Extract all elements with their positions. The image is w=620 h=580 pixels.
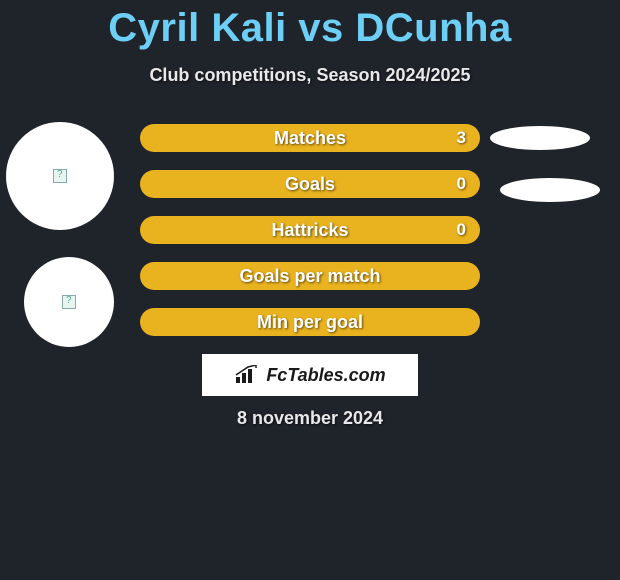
chart-icon: [234, 365, 260, 385]
side-pill-1: [490, 126, 590, 150]
side-pill-2: [500, 178, 600, 202]
player-2-avatar: [24, 257, 114, 347]
branding-box: FcTables.com: [202, 354, 418, 396]
broken-image-icon: [53, 169, 67, 183]
page-subtitle: Club competitions, Season 2024/2025: [0, 65, 620, 86]
broken-image-icon: [62, 295, 76, 309]
stat-value: 3: [457, 128, 466, 148]
stat-value: 0: [457, 174, 466, 194]
stat-label: Hattricks: [271, 220, 348, 241]
footer-date: 8 november 2024: [0, 408, 620, 429]
stat-value: 0: [457, 220, 466, 240]
stat-label: Goals per match: [239, 266, 380, 287]
stat-bars: Matches 3 Goals 0 Hattricks 0 Goals per …: [140, 124, 480, 354]
stat-bar-matches: Matches 3: [140, 124, 480, 152]
branding-text: FcTables.com: [266, 365, 385, 386]
stat-label: Matches: [274, 128, 346, 149]
stat-bar-gpm: Goals per match: [140, 262, 480, 290]
stat-label: Min per goal: [257, 312, 363, 333]
stat-bar-hattricks: Hattricks 0: [140, 216, 480, 244]
page-title: Cyril Kali vs DCunha: [0, 0, 620, 51]
stat-bar-goals: Goals 0: [140, 170, 480, 198]
stat-bar-mpg: Min per goal: [140, 308, 480, 336]
player-1-avatar: [6, 122, 114, 230]
stat-label: Goals: [285, 174, 335, 195]
